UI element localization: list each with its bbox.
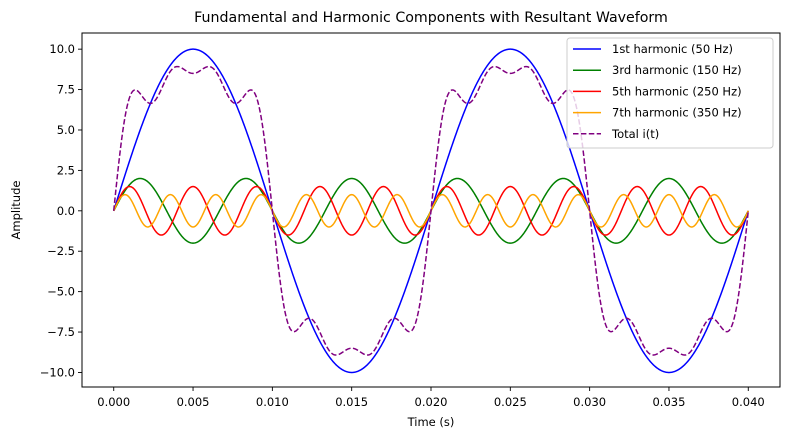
x-tick-label: 0.015 — [335, 395, 368, 409]
y-tick-label: 5.0 — [57, 123, 75, 137]
legend-label: 7th harmonic (350 Hz) — [612, 106, 742, 120]
x-tick-label: 0.030 — [573, 395, 606, 409]
y-tick-label: 7.5 — [57, 83, 75, 97]
x-tick-label: 0.025 — [494, 395, 527, 409]
x-axis-ticks: 0.000 0.005 0.010 0.015 0.020 0.025 0.030 0.035… — [97, 387, 765, 409]
x-axis-label: Time (s) — [407, 415, 455, 429]
y-tick-label: −5.0 — [47, 285, 75, 299]
x-tick-label: 0.035 — [652, 395, 685, 409]
x-tick-label: 0.010 — [256, 395, 289, 409]
chart-title: Fundamental and Harmonic Components with… — [194, 10, 668, 26]
legend-label: 3rd harmonic (150 Hz) — [612, 63, 742, 77]
legend-label: 5th harmonic (250 Hz) — [612, 84, 742, 98]
y-tick-label: 0.0 — [57, 204, 75, 218]
y-tick-label: 10.0 — [49, 42, 75, 56]
legend-box — [566, 37, 774, 149]
x-tick-label: 0.005 — [177, 395, 210, 409]
y-axis-ticks: −10.0 −7.5 −5.0 −2.5 0.0 2.5 5.0 7.5 10.0 — [40, 42, 82, 379]
y-axis-label: Amplitude — [9, 181, 23, 240]
legend-label: Total i(t) — [611, 127, 659, 141]
legend-label: 1st harmonic (50 Hz) — [612, 42, 733, 56]
y-tick-label: −10.0 — [40, 365, 75, 379]
x-tick-label: 0.000 — [97, 395, 130, 409]
x-tick-label: 0.020 — [415, 395, 448, 409]
y-tick-label: −2.5 — [47, 244, 75, 258]
series-layer — [112, 48, 750, 374]
y-tick-label: 2.5 — [57, 163, 75, 177]
legend: 1st harmonic (50 Hz) 3rd harmonic (150 Hz… — [566, 37, 774, 149]
series-line-4 — [112, 65, 750, 356]
y-tick-label: −7.5 — [47, 325, 75, 339]
x-tick-label: 0.040 — [732, 395, 765, 409]
